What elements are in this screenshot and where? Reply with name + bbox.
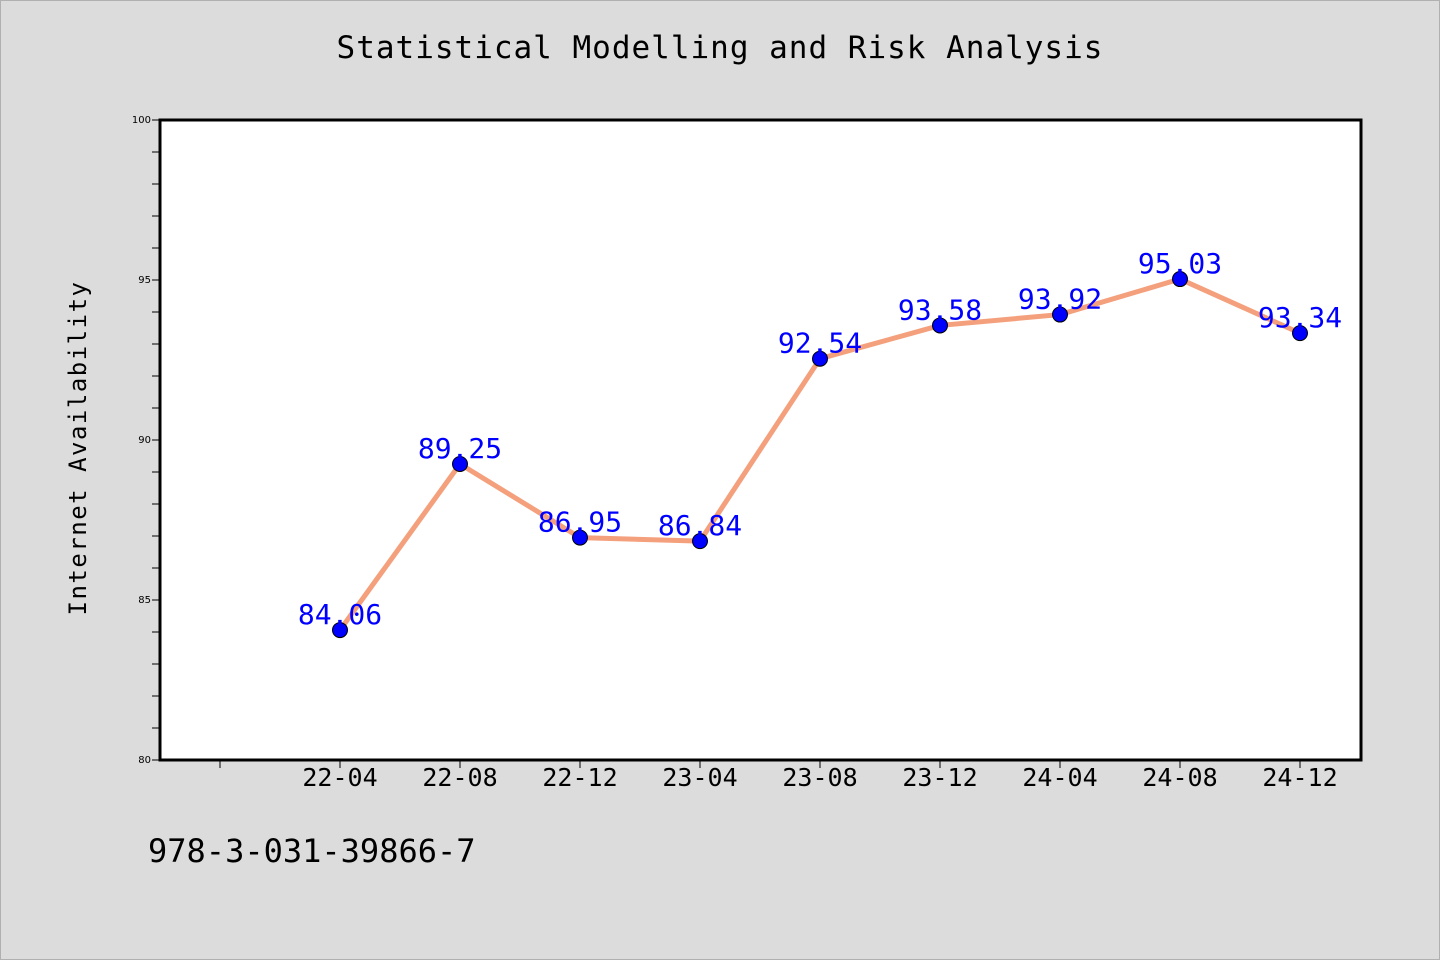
data-point: [452, 456, 468, 472]
x-tick-label: 23-04: [662, 763, 737, 792]
data-point: [812, 350, 828, 367]
y-tick-label: 90: [138, 435, 151, 446]
x-tick-label: 22-08: [422, 763, 497, 792]
data-point: [572, 529, 588, 546]
data-point: [692, 533, 708, 550]
data-label: 93.92: [1018, 283, 1102, 316]
data-label: 84.06: [298, 598, 382, 631]
x-tick-label: 22-04: [302, 763, 377, 792]
y-tick-label: 100: [132, 115, 151, 126]
x-tick-label: 23-12: [902, 763, 977, 792]
y-tick-label: 95: [138, 275, 151, 286]
y-tick-label: 80: [138, 755, 151, 766]
data-point: [932, 317, 948, 334]
x-tick-label: 24-08: [1142, 763, 1217, 792]
data-point: [332, 622, 348, 639]
x-tick-label: 24-12: [1262, 763, 1337, 792]
data-point: [1292, 325, 1308, 342]
x-tick-label: 22-12: [542, 763, 617, 792]
y-tick-label: 85: [138, 595, 151, 606]
data-label: 86.84: [658, 509, 742, 542]
data-label: 93.58: [898, 293, 982, 326]
chart-title: Statistical Modelling and Risk Analysis: [336, 30, 1104, 66]
isbn-text: 978-3-031-39866-7: [148, 832, 476, 870]
data-label: 93.34: [1258, 301, 1342, 334]
x-tick-label: 24-04: [1022, 763, 1097, 792]
data-label: 89.25: [418, 432, 502, 465]
plot-area: [160, 120, 1361, 760]
plot-frame: [158, 118, 1363, 762]
data-label: 92.54: [778, 327, 862, 360]
data-label: 95.03: [1138, 247, 1222, 280]
x-tick-label: 23-08: [782, 763, 857, 792]
data-point: [1172, 271, 1188, 288]
data-label: 86.95: [538, 506, 622, 539]
data-point: [1052, 306, 1068, 323]
